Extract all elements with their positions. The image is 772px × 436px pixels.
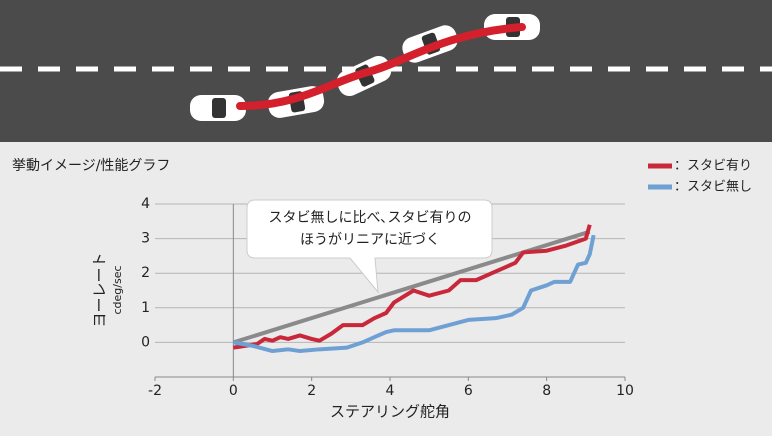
chart-title: 挙動イメージ/性能グラフ: [12, 158, 170, 174]
road-illustration: [0, 0, 772, 142]
x-tick-label: 8: [542, 383, 551, 399]
car: [190, 95, 246, 121]
legend-label: ：スタビ有り: [674, 159, 752, 174]
legend-label: ：スタビ無し: [674, 180, 752, 195]
y-axis-label: ヨーレート: [91, 252, 109, 327]
callout-text: ほうがリニアに近づく: [300, 232, 440, 248]
x-tick-label: 10: [616, 383, 634, 399]
y-tick-label: 1: [141, 300, 150, 316]
x-tick-label: -2: [148, 383, 162, 399]
series-line: [232, 234, 596, 354]
x-tick-label: 4: [386, 383, 395, 399]
y-tick-label: 3: [141, 231, 150, 247]
trajectory: [236, 23, 526, 110]
x-axis-label: ステアリング舵角: [330, 403, 450, 421]
callout-text: スタビ無しに比べ､スタビ有りの: [269, 210, 472, 226]
series-line: [233, 224, 592, 350]
x-tick-label: 6: [464, 383, 473, 399]
x-tick-label: 0: [229, 383, 238, 399]
x-tick-label: 2: [307, 383, 316, 399]
callout-box: [246, 199, 493, 294]
y-tick-label: 0: [141, 334, 150, 350]
y-tick-label: 4: [141, 196, 150, 212]
y-tick-label: 2: [141, 265, 150, 281]
y-axis-unit: cdeg/sec: [111, 265, 124, 314]
